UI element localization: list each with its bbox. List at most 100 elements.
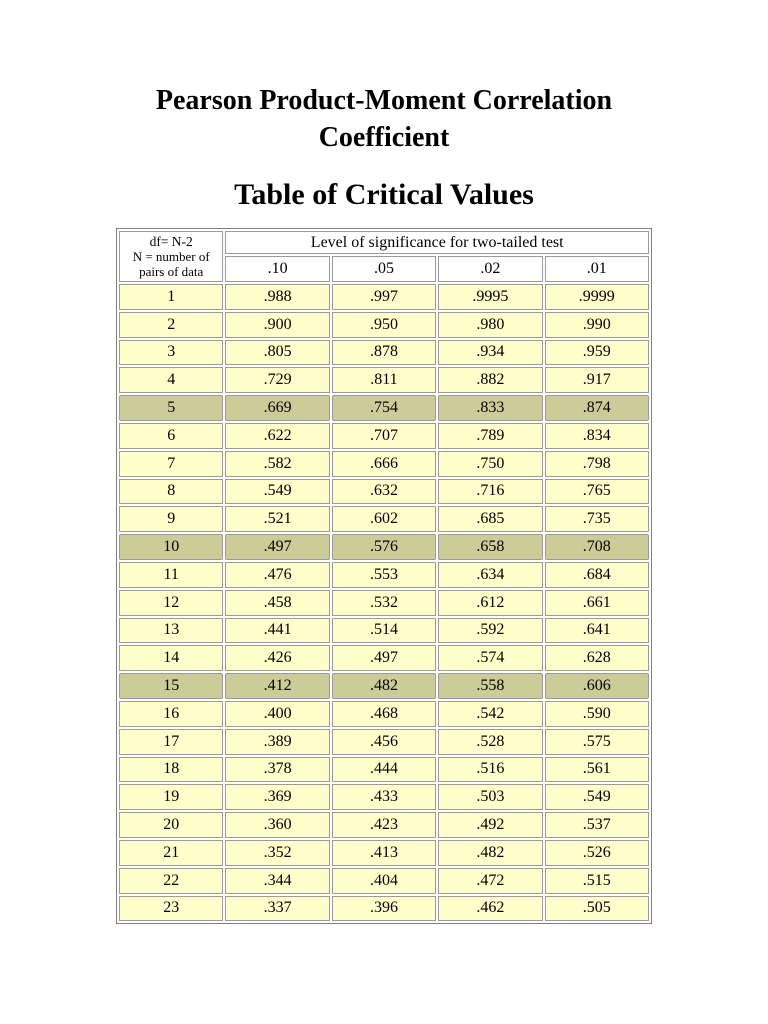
- header-row-top: df= N-2 N = number of pairs of data Leve…: [119, 231, 649, 282]
- value-cell: .360: [225, 812, 330, 838]
- value-cell: .515: [544, 867, 649, 894]
- df-cell: 15: [119, 673, 224, 699]
- corner-header-line3: pairs of data: [139, 264, 204, 279]
- value-cell: .612: [438, 589, 543, 616]
- value-cell: .542: [438, 700, 543, 727]
- value-cell: .482: [331, 673, 437, 699]
- table-row: 13.441.514.592.641: [119, 617, 649, 644]
- value-cell: .444: [331, 756, 437, 783]
- table-row: 20.360.423.492.537: [119, 812, 649, 838]
- value-cell: .482: [438, 839, 543, 866]
- value-cell: .834: [544, 422, 649, 449]
- value-cell: .628: [544, 645, 649, 672]
- value-cell: .549: [225, 478, 330, 505]
- table-row: 9.521.602.685.735: [119, 506, 649, 533]
- value-cell: .658: [438, 534, 543, 560]
- value-cell: .369: [225, 784, 330, 811]
- table-row: 7.582.666.750.798: [119, 450, 649, 477]
- value-cell: .735: [544, 506, 649, 533]
- value-cell: .532: [331, 589, 437, 616]
- value-cell: .516: [438, 756, 543, 783]
- page-title-line2: Coefficient: [318, 122, 450, 153]
- df-cell: 5: [119, 395, 224, 421]
- value-cell: .497: [225, 534, 330, 560]
- value-cell: .666: [331, 450, 437, 477]
- value-cell: .9999: [544, 284, 649, 310]
- value-cell: .344: [225, 867, 330, 894]
- df-cell: 8: [119, 478, 224, 505]
- value-cell: .514: [331, 617, 437, 644]
- value-cell: .934: [438, 339, 543, 366]
- value-cell: .950: [331, 311, 437, 338]
- df-cell: 20: [119, 812, 224, 838]
- value-cell: .352: [225, 839, 330, 866]
- value-cell: .590: [544, 700, 649, 727]
- df-cell: 9: [119, 506, 224, 533]
- table-row: 8.549.632.716.765: [119, 478, 649, 505]
- value-cell: .575: [544, 728, 649, 755]
- value-cell: .553: [331, 561, 437, 588]
- value-cell: .805: [225, 339, 330, 366]
- value-cell: .537: [544, 812, 649, 838]
- value-cell: .574: [438, 645, 543, 672]
- df-cell: 7: [119, 450, 224, 477]
- value-cell: .458: [225, 589, 330, 616]
- column-header-p10: .10: [225, 256, 330, 282]
- value-cell: .497: [331, 645, 437, 672]
- value-cell: .606: [544, 673, 649, 699]
- table-row: 15.412.482.558.606: [119, 673, 649, 699]
- df-cell: 12: [119, 589, 224, 616]
- value-cell: .423: [331, 812, 437, 838]
- value-cell: .426: [225, 645, 330, 672]
- df-cell: 13: [119, 617, 224, 644]
- value-cell: .412: [225, 673, 330, 699]
- table-row: 4.729.811.882.917: [119, 367, 649, 394]
- value-cell: .413: [331, 839, 437, 866]
- value-cell: .456: [331, 728, 437, 755]
- value-cell: .582: [225, 450, 330, 477]
- df-cell: 2: [119, 311, 224, 338]
- page-title-line1: Pearson Product-Moment Correlation: [155, 85, 613, 116]
- table-row: 18.378.444.516.561: [119, 756, 649, 783]
- value-cell: .378: [225, 756, 330, 783]
- value-cell: .396: [331, 895, 437, 922]
- column-header-p01: .01: [544, 256, 649, 282]
- value-cell: .641: [544, 617, 649, 644]
- table-row: 5.669.754.833.874: [119, 395, 649, 421]
- table-row: 12.458.532.612.661: [119, 589, 649, 616]
- table-header: df= N-2 N = number of pairs of data Leve…: [119, 231, 649, 282]
- corner-header-line1: df= N-2: [149, 234, 193, 249]
- value-cell: .798: [544, 450, 649, 477]
- value-cell: .441: [225, 617, 330, 644]
- df-cell: 18: [119, 756, 224, 783]
- value-cell: .789: [438, 422, 543, 449]
- df-cell: 6: [119, 422, 224, 449]
- table-row: 6.622.707.789.834: [119, 422, 649, 449]
- value-cell: .592: [438, 617, 543, 644]
- value-cell: .874: [544, 395, 649, 421]
- value-cell: .503: [438, 784, 543, 811]
- df-cell: 11: [119, 561, 224, 588]
- value-cell: .634: [438, 561, 543, 588]
- value-cell: .811: [331, 367, 437, 394]
- df-cell: 3: [119, 339, 224, 366]
- value-cell: .878: [331, 339, 437, 366]
- df-cell: 19: [119, 784, 224, 811]
- value-cell: .990: [544, 311, 649, 338]
- table-row: 22.344.404.472.515: [119, 867, 649, 894]
- value-cell: .959: [544, 339, 649, 366]
- df-cell: 23: [119, 895, 224, 922]
- value-cell: .708: [544, 534, 649, 560]
- corner-header-line2: N = number of: [132, 249, 210, 264]
- value-cell: .754: [331, 395, 437, 421]
- page-subtitle: Table of Critical Values: [234, 178, 534, 211]
- table-row: 14.426.497.574.628: [119, 645, 649, 672]
- value-cell: .561: [544, 756, 649, 783]
- value-cell: .684: [544, 561, 649, 588]
- df-cell: 1: [119, 284, 224, 310]
- value-cell: .404: [331, 867, 437, 894]
- value-cell: .980: [438, 311, 543, 338]
- value-cell: .882: [438, 367, 543, 394]
- value-cell: .750: [438, 450, 543, 477]
